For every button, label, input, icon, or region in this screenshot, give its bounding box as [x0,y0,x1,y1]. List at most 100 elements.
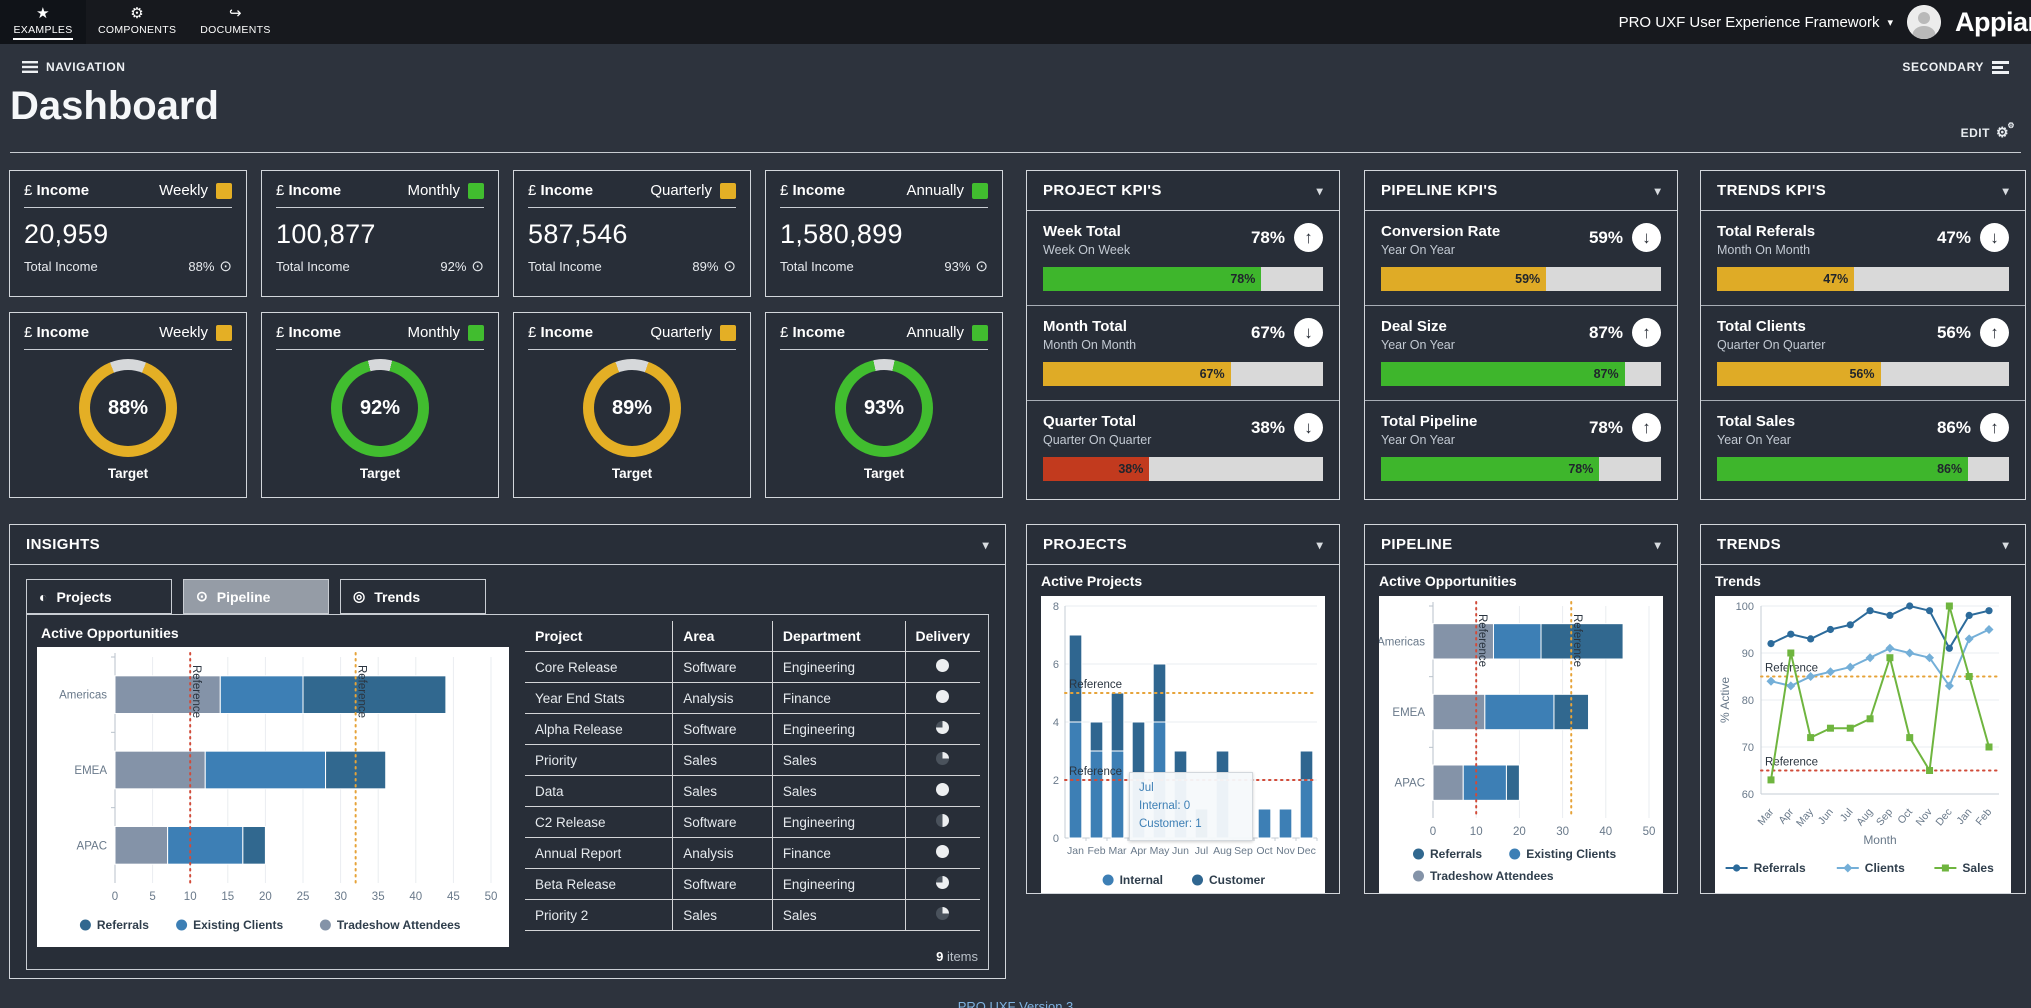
income-value: 100,877 [276,219,376,249]
panel-divider [1027,210,1339,211]
top-tab-documents[interactable]: ↪ DOCUMENTS [188,0,282,44]
kpi-percent: 87% [1588,322,1623,342]
target-card-monthly: £ Income Monthly 92% Target [261,312,499,498]
secondary-label: SECONDARY [1902,60,1984,74]
avatar[interactable] [1907,5,1941,39]
panel-divider [1365,564,1677,565]
svg-text:Clients: Clients [1865,861,1905,875]
svg-text:30: 30 [1556,826,1569,838]
insights-panel: INSIGHTS ▾ ◐ Projects ⊙ Pipeline ◎ Trends Act… [9,524,1006,979]
kpi-progress-fill: 47% [1717,267,1855,291]
kpi-row: Deal Size Year On Year 87% ↑ 87% [1365,305,1677,400]
income-footer-label: Total Income [276,259,350,274]
card-divider [528,349,736,350]
svg-text:Sales: Sales [1962,861,1994,875]
svg-text:Jun: Jun [1172,845,1189,857]
app-menu-label: PRO UXF User Experience Framework [1618,13,1880,31]
period-color-chip [720,324,736,341]
secondary-menu-button[interactable]: SECONDARY [1902,60,2009,74]
table-row[interactable]: Data Sales Sales [525,775,980,807]
chevron-down-icon[interactable]: ▾ [2002,537,2009,552]
period-color-chip [972,324,988,341]
panel-title: PROJECT KPI'S [1043,182,1162,199]
chevron-down-icon[interactable]: ▾ [982,537,989,552]
kpi-title: Conversion Rate [1381,223,1501,240]
svg-text:Dec: Dec [1933,806,1954,828]
table-row[interactable]: Priority 2 Sales Sales [525,899,980,931]
svg-text:Jun: Jun [1816,806,1836,827]
chart-tooltip: Jul Internal: 0 Customer: 1 [1129,772,1253,842]
chevron-down-icon[interactable]: ▾ [1316,537,1323,552]
svg-text:Mar: Mar [1755,806,1776,828]
kpi-subtitle: Month On Month [1717,243,1811,257]
trend-down-icon: ↓ [1294,413,1323,442]
svg-text:Reference: Reference [1069,766,1122,778]
chevron-down-icon[interactable]: ▾ [2002,183,2009,198]
share-arrow-icon: ↪ [229,5,242,22]
period-color-chip [468,324,484,341]
app-menu-dropdown[interactable]: PRO UXF User Experience Framework ▾ [1619,14,1893,31]
table-row[interactable]: Year End Stats Analysis Finance [525,682,980,714]
kpi-row: Quarter Total Quarter On Quarter 38% ↓ 38% [1027,400,1339,495]
kpi-progress-track: 67% [1043,362,1323,386]
svg-text:25: 25 [297,891,310,903]
table-row[interactable]: Core Release Software Engineering [525,651,980,683]
hamburger-icon [22,61,38,73]
income-percent: 92% ⊙ [440,258,484,275]
active-projects-svg: 0 2 4 6 8 Jan Feb Mar Apr May Jun Jul Aug Sep Oct Nov De… [1053,601,1318,887]
trends-chart[interactable]: 60 70 80 90 100 Mar Apr May Jun Jul Aug Sep Oct Nov De… [1715,596,2011,893]
edit-button[interactable]: EDIT ⚙ ⚙ [1961,121,2015,141]
card-period: Annually [906,182,964,199]
insights-tab-pipeline[interactable]: ⊙ Pipeline [183,579,329,614]
chevron-down-icon[interactable]: ▾ [1654,537,1661,552]
svg-text:60: 60 [1742,789,1754,801]
chevron-down-icon[interactable]: ▾ [1316,183,1323,198]
svg-text:APAC: APAC [1395,778,1425,790]
table-row[interactable]: Priority Sales Sales [525,744,980,776]
svg-text:70: 70 [1742,742,1754,754]
trend-up-icon: ↑ [1632,413,1661,442]
pipeline-opportunities-chart[interactable]: Americas EMEA APAC 0 10 20 30 40 50 Reference Refe… [1377,596,1663,893]
svg-text:Feb: Feb [1087,845,1105,857]
footer-link[interactable]: PRO UXF Version 3 [957,999,1074,1008]
chevron-down-icon[interactable]: ▾ [1654,183,1661,198]
panel-divider [1701,564,2025,565]
income-footer-label: Total Income [780,259,854,274]
table-row[interactable]: Alpha Release Software Engineering [525,713,980,745]
top-tab-label: DOCUMENTS [200,24,271,36]
svg-text:Mar: Mar [1108,845,1127,857]
kpi-percent: 47% [1936,227,1971,247]
insights-tab-projects[interactable]: ◐ Projects [26,579,172,614]
active-opportunities-chart[interactable]: Americas EMEA APAC 0 5 10 15 20 25 30 35 40 45 50 Refe… [37,647,509,947]
kpi-percent: 78% [1250,227,1285,247]
top-tab-examples[interactable]: ★ EXAMPLES [0,0,86,44]
card-title: £ Income [780,324,846,341]
svg-text:Dec: Dec [1297,845,1316,857]
person-icon [1907,5,1941,39]
target-label: Target [863,466,905,481]
income-percent: 93% ⊙ [944,258,988,275]
table-row[interactable]: Annual Report Analysis Finance [525,837,980,869]
star-icon: ★ [36,5,50,22]
top-tab-components[interactable]: ⚙ COMPONENTS [86,0,188,44]
delivery-progress-icon [936,845,950,858]
svg-text:Referrals: Referrals [97,918,149,932]
active-projects-chart[interactable]: 0 2 4 6 8 Jan Feb Mar Apr May Jun Jul Aug Sep Oct Nov De… [1041,596,1325,893]
svg-text:40: 40 [1599,826,1612,838]
kpi-progress-fill: 86% [1717,457,1969,481]
table-row[interactable]: Beta Release Software Engineering [525,868,980,900]
income-value: 1,580,899 [780,219,903,249]
target-card-weekly: £ Income Weekly 88% Target [9,312,247,498]
card-title: £ Income [528,324,594,341]
card-title: £ Income [24,324,90,341]
svg-text:8: 8 [1053,601,1059,613]
kpi-percent: 59% [1588,227,1623,247]
table-row[interactable]: C2 Release Software Engineering [525,806,980,838]
navigation-menu-button[interactable]: NAVIGATION [22,60,126,74]
insights-tab-trends[interactable]: ◎ Trends [340,579,486,614]
svg-text:20: 20 [1513,826,1526,838]
svg-text:35: 35 [372,891,385,903]
period-color-chip [468,182,484,199]
target-label: Target [611,466,653,481]
